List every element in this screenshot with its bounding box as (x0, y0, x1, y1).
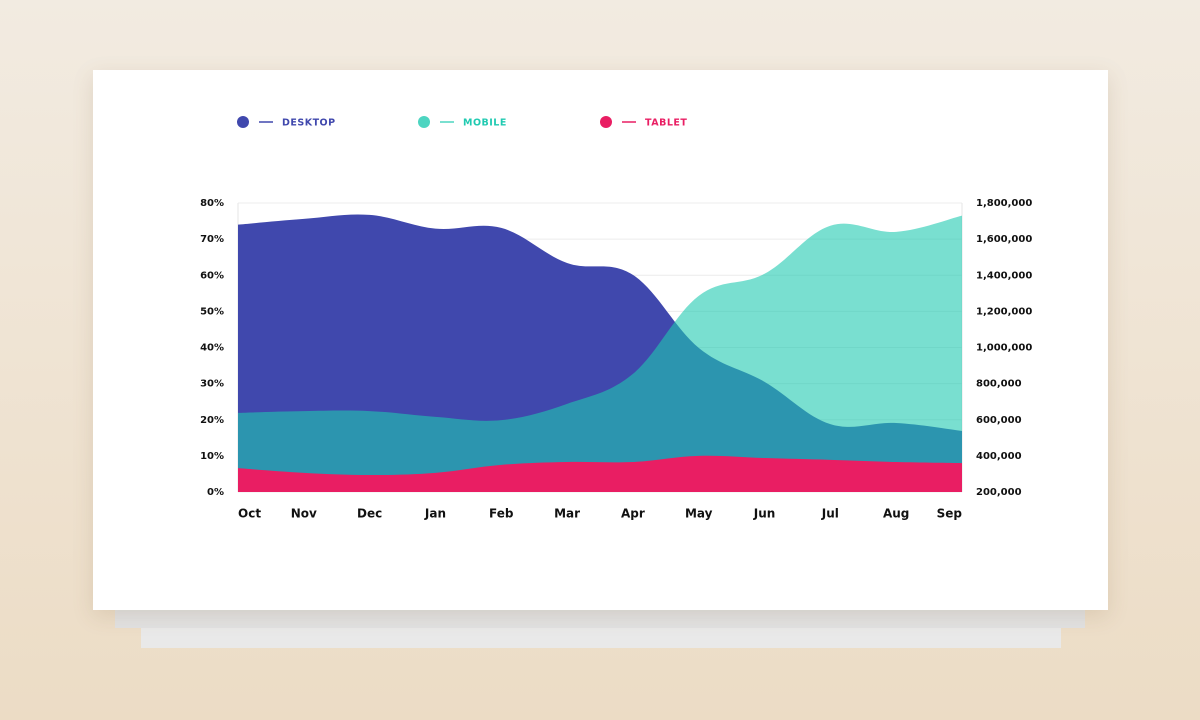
y-tick-label: 10% (200, 451, 224, 462)
y2-tick-label: 1,800,000 (976, 198, 1032, 209)
area (238, 215, 962, 493)
area (238, 455, 962, 492)
y-tick-label: 50% (200, 306, 224, 317)
y2-tick-label: 1,600,000 (976, 234, 1032, 245)
x-tick-label: Feb (489, 507, 514, 521)
y2-tick-label: 400,000 (976, 451, 1022, 462)
x-tick-label: Oct (238, 507, 261, 521)
y2-tick-label: 1,400,000 (976, 270, 1032, 281)
x-tick-label: Jun (753, 507, 776, 521)
y2-tick-label: 200,000 (976, 487, 1022, 498)
legend-label: DESKTOP (282, 118, 336, 129)
y2-tick-label: 800,000 (976, 379, 1022, 390)
y2-tick-label: 600,000 (976, 415, 1022, 426)
x-tick-label: Jul (821, 507, 839, 521)
y-tick-label: 0% (207, 487, 224, 498)
y-tick-label: 20% (200, 415, 224, 426)
y-tick-label: 40% (200, 343, 224, 354)
x-tick-label: Apr (621, 507, 645, 521)
y-tick-label: 30% (200, 379, 224, 390)
x-tick-label: Nov (291, 507, 317, 521)
x-tick-label: Mar (554, 507, 580, 521)
legend-dot (418, 116, 430, 128)
legend-dot (600, 116, 612, 128)
x-tick-label: Dec (357, 507, 382, 521)
y-tick-label: 70% (200, 234, 224, 245)
x-tick-label: May (685, 507, 713, 521)
legend-label: MOBILE (463, 118, 507, 129)
legend-label: TABLET (645, 118, 687, 129)
y-tick-label: 80% (200, 198, 224, 209)
y2-tick-label: 1,200,000 (976, 306, 1032, 317)
x-tick-label: Aug (883, 507, 909, 521)
legend-dot (237, 116, 249, 128)
y-tick-label: 60% (200, 270, 224, 281)
x-tick-label: Jan (424, 507, 446, 521)
x-tick-label: Sep (937, 507, 963, 521)
y2-tick-label: 1,000,000 (976, 343, 1032, 354)
